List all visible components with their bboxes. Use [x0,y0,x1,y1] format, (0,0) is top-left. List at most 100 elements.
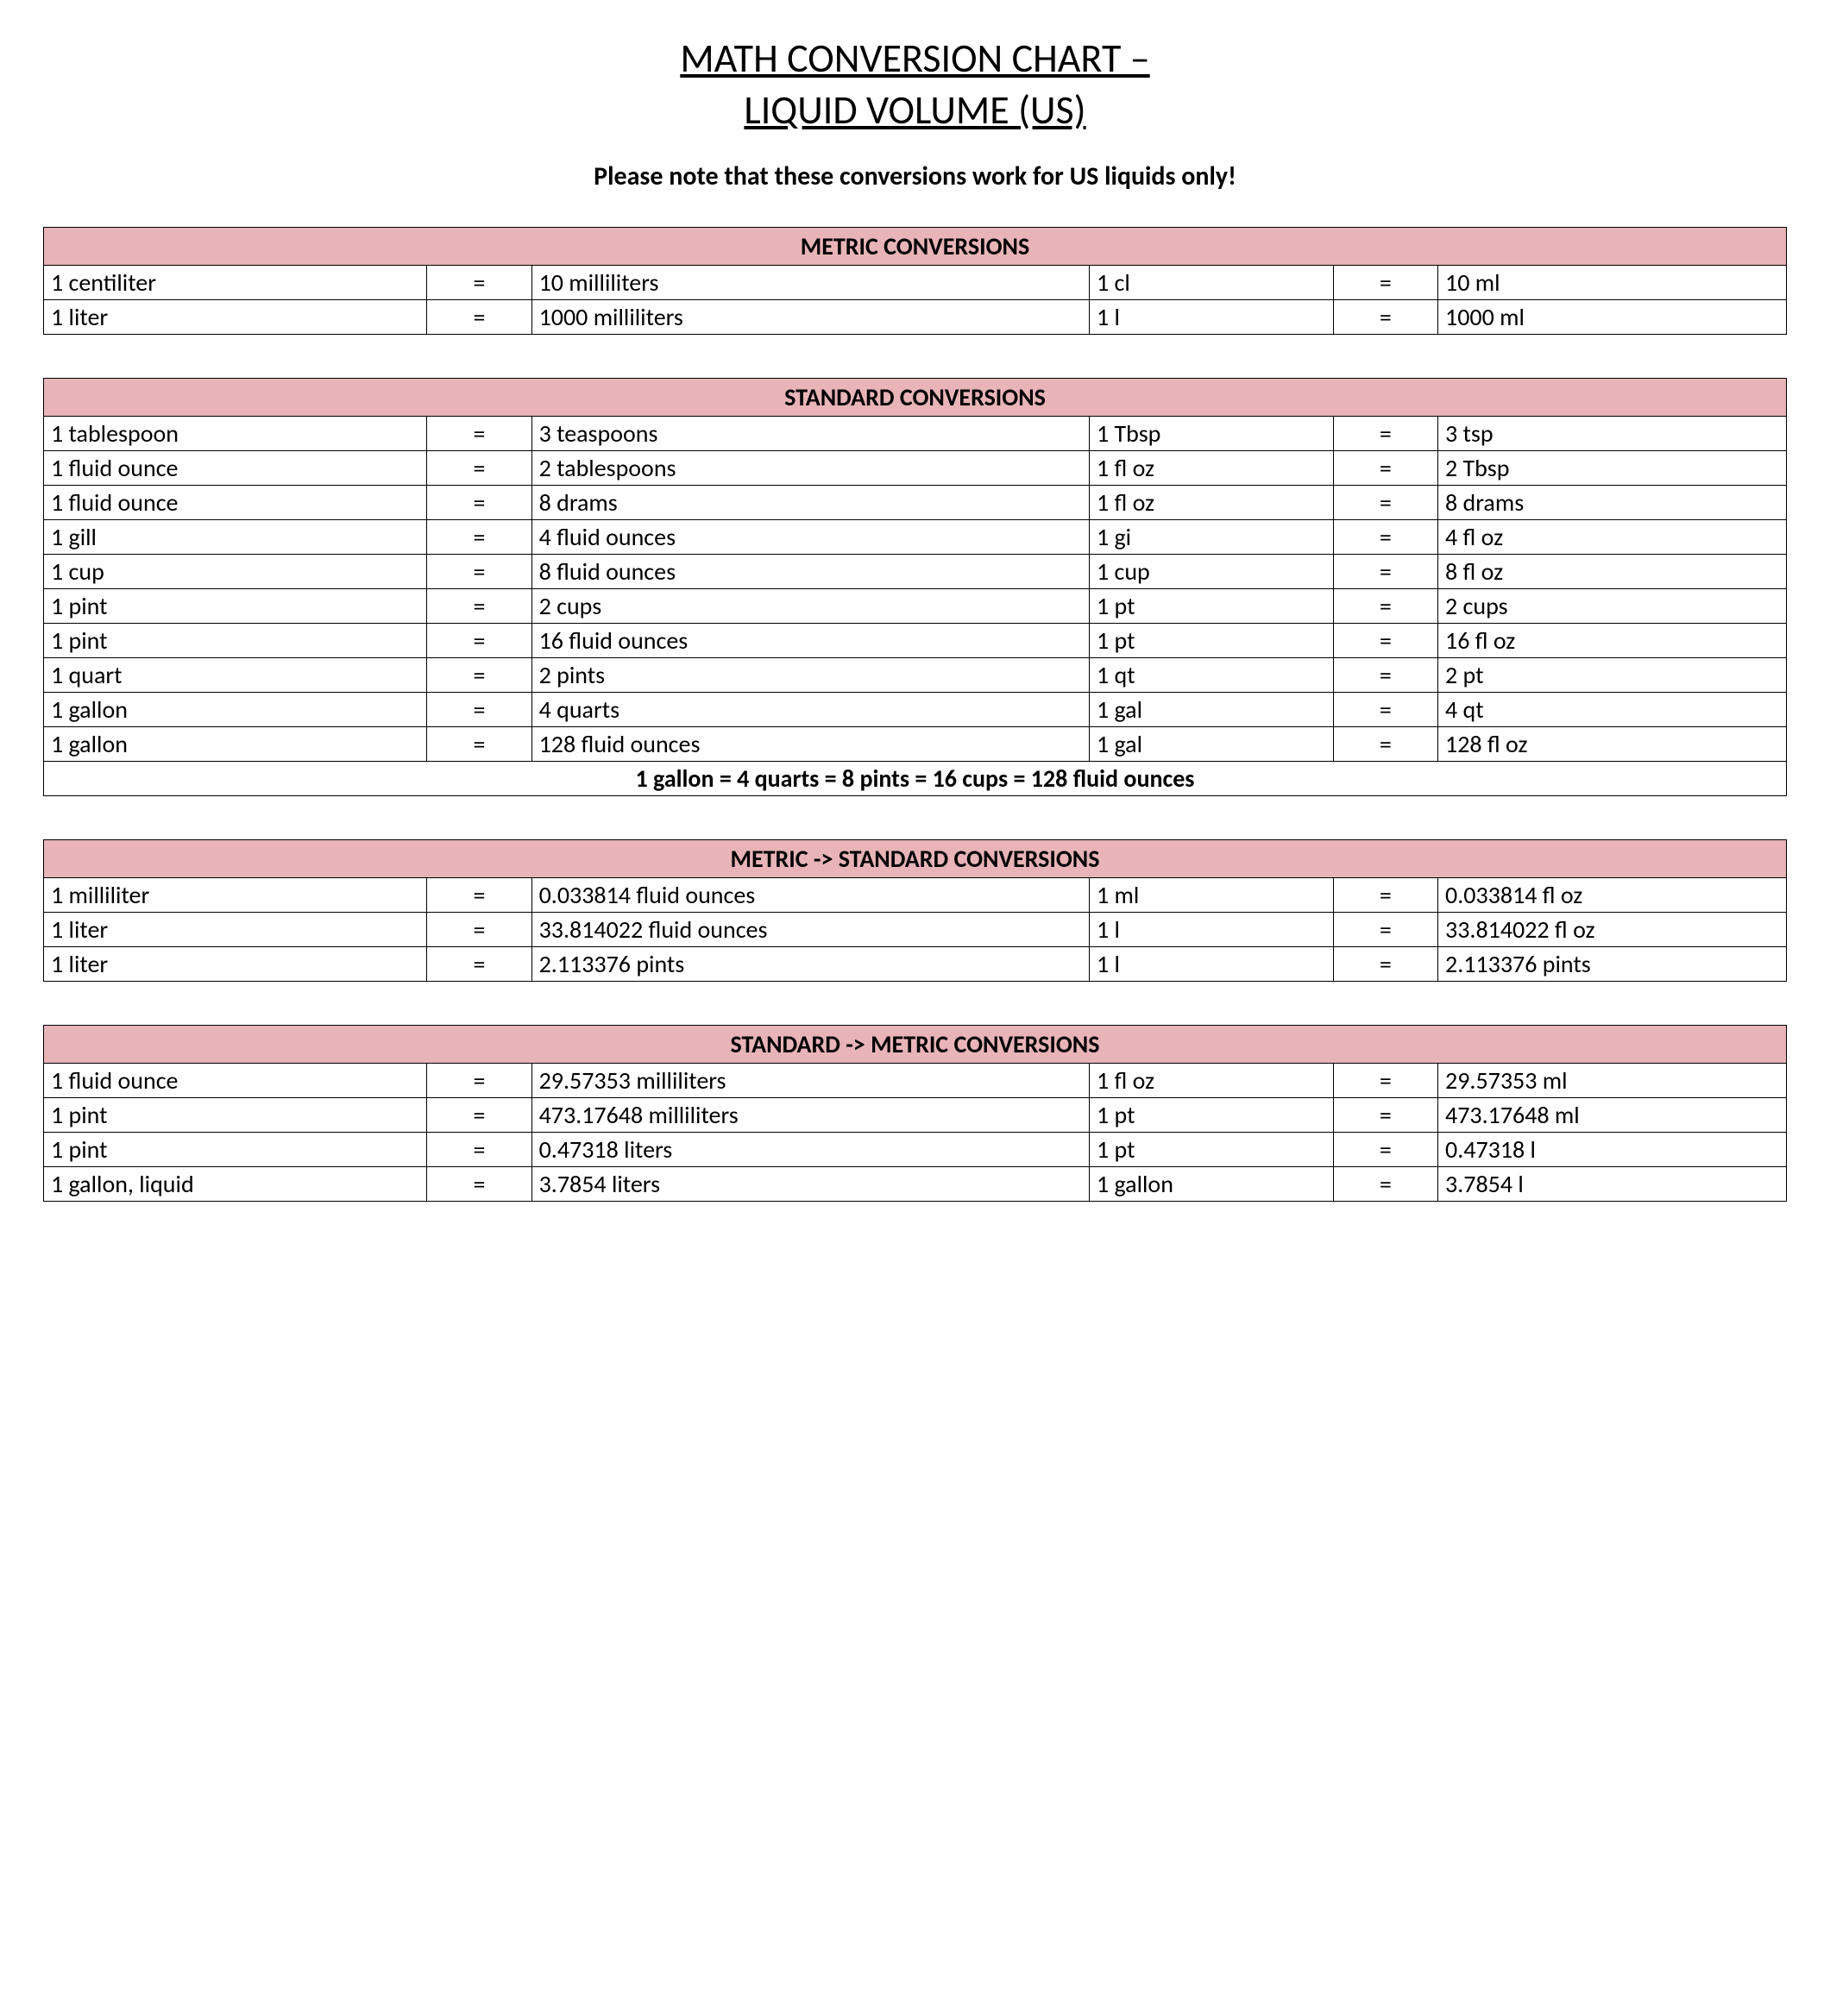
cell: = [427,1167,531,1202]
cell: = [1333,451,1437,486]
section-header: STANDARD -> METRIC CONVERSIONS [44,1026,1787,1064]
cell: 33.814022 fl oz [1438,913,1787,947]
cell: = [427,727,531,762]
cell: = [427,1098,531,1133]
cell: = [427,300,531,335]
cell: = [427,913,531,947]
cell: 16 fl oz [1438,624,1787,658]
table-row: 1 fluid ounce=2 tablespoons1 fl oz=2 Tbs… [44,451,1787,486]
cell: 128 fluid ounces [531,727,1089,762]
cell: = [1333,624,1437,658]
cell: 4 fl oz [1438,520,1787,555]
cell: = [1333,1064,1437,1098]
table-row: 1 pint=0.47318 liters1 pt=0.47318 l [44,1133,1787,1167]
table-row: 1 pint=473.17648 milliliters1 pt=473.176… [44,1098,1787,1133]
page-title-line2: LIQUID VOLUME (US) [43,86,1787,135]
cell: 2 pt [1438,658,1787,693]
cell: 3.7854 l [1438,1167,1787,1202]
cell: 1 gallon [44,727,427,762]
table-row: 1 liter=2.113376 pints1 l=2.113376 pints [44,947,1787,982]
cell: = [427,624,531,658]
cell: = [427,658,531,693]
cell: 1 liter [44,300,427,335]
table-row: 1 fluid ounce=29.57353 milliliters1 fl o… [44,1064,1787,1098]
cell: = [427,555,531,589]
cell: 1 liter [44,913,427,947]
cell: 3 teaspoons [531,417,1089,451]
cell: 1 tablespoon [44,417,427,451]
section-header: STANDARD CONVERSIONS [44,379,1787,417]
cell: = [1333,693,1437,727]
cell: 33.814022 fluid ounces [531,913,1089,947]
cell: 0.033814 fl oz [1438,878,1787,913]
cell: 1 fl oz [1089,486,1333,520]
cell: 1 liter [44,947,427,982]
cell: 1 ml [1089,878,1333,913]
table-row: 1 milliliter=0.033814 fluid ounces1 ml=0… [44,878,1787,913]
cell: 1 gal [1089,693,1333,727]
cell: 1 pint [44,1133,427,1167]
cell: = [1333,417,1437,451]
cell: = [1333,300,1437,335]
cell: = [427,878,531,913]
cell: = [1333,878,1437,913]
cell: 1 gallon [44,693,427,727]
table-row: 1 pint=16 fluid ounces1 pt=16 fl oz [44,624,1787,658]
cell: 1 pt [1089,589,1333,624]
cell: 0.47318 l [1438,1133,1787,1167]
cell: = [1333,266,1437,300]
cell: 1 gal [1089,727,1333,762]
page-title-line1: MATH CONVERSION CHART – [43,35,1787,83]
cell: 29.57353 ml [1438,1064,1787,1098]
table-row: 1 liter=33.814022 fluid ounces1 l=33.814… [44,913,1787,947]
cell: 0.033814 fluid ounces [531,878,1089,913]
cell: = [1333,486,1437,520]
cell: = [427,1064,531,1098]
cell: 1 pt [1089,624,1333,658]
cell: 2 tablespoons [531,451,1089,486]
cell: 1 fluid ounce [44,486,427,520]
conversion-table: METRIC -> STANDARD CONVERSIONS1 millilit… [43,839,1787,982]
cell: 1 pint [44,624,427,658]
cell: 2 cups [1438,589,1787,624]
cell: 2.113376 pints [531,947,1089,982]
cell: 1 cup [44,555,427,589]
table-row: 1 quart=2 pints1 qt=2 pt [44,658,1787,693]
cell: 2 Tbsp [1438,451,1787,486]
cell: 16 fluid ounces [531,624,1089,658]
cell: 4 fluid ounces [531,520,1089,555]
cell: 1 Tbsp [1089,417,1333,451]
cell: 1 gi [1089,520,1333,555]
cell: 8 drams [1438,486,1787,520]
cell: 1 cup [1089,555,1333,589]
table-row: 1 pint=2 cups1 pt=2 cups [44,589,1787,624]
cell: = [427,451,531,486]
cell: 1 fluid ounce [44,1064,427,1098]
cell: 8 fl oz [1438,555,1787,589]
cell: 1 fl oz [1089,1064,1333,1098]
cell: 3 tsp [1438,417,1787,451]
cell: 128 fl oz [1438,727,1787,762]
table-row: 1 fluid ounce=8 drams1 fl oz=8 drams [44,486,1787,520]
tables-container: METRIC CONVERSIONS1 centiliter=10 millil… [43,227,1787,1202]
cell: 1 pint [44,589,427,624]
cell: 1 qt [1089,658,1333,693]
cell: = [427,1133,531,1167]
table-row: 1 cup=8 fluid ounces1 cup=8 fl oz [44,555,1787,589]
cell: 1 gallon, liquid [44,1167,427,1202]
cell: 1 pint [44,1098,427,1133]
conversion-table: STANDARD -> METRIC CONVERSIONS1 fluid ou… [43,1025,1787,1202]
cell: = [427,589,531,624]
cell: 1 l [1089,300,1333,335]
cell: 1 fl oz [1089,451,1333,486]
cell: = [1333,555,1437,589]
cell: = [427,486,531,520]
cell: 1 gill [44,520,427,555]
cell: 1000 milliliters [531,300,1089,335]
cell: 1000 ml [1438,300,1787,335]
table-row: 1 gallon=4 quarts1 gal=4 qt [44,693,1787,727]
table-row: 1 centiliter=10 milliliters1 cl=10 ml [44,266,1787,300]
cell: = [1333,1133,1437,1167]
cell: = [427,266,531,300]
cell: 1 gallon [1089,1167,1333,1202]
